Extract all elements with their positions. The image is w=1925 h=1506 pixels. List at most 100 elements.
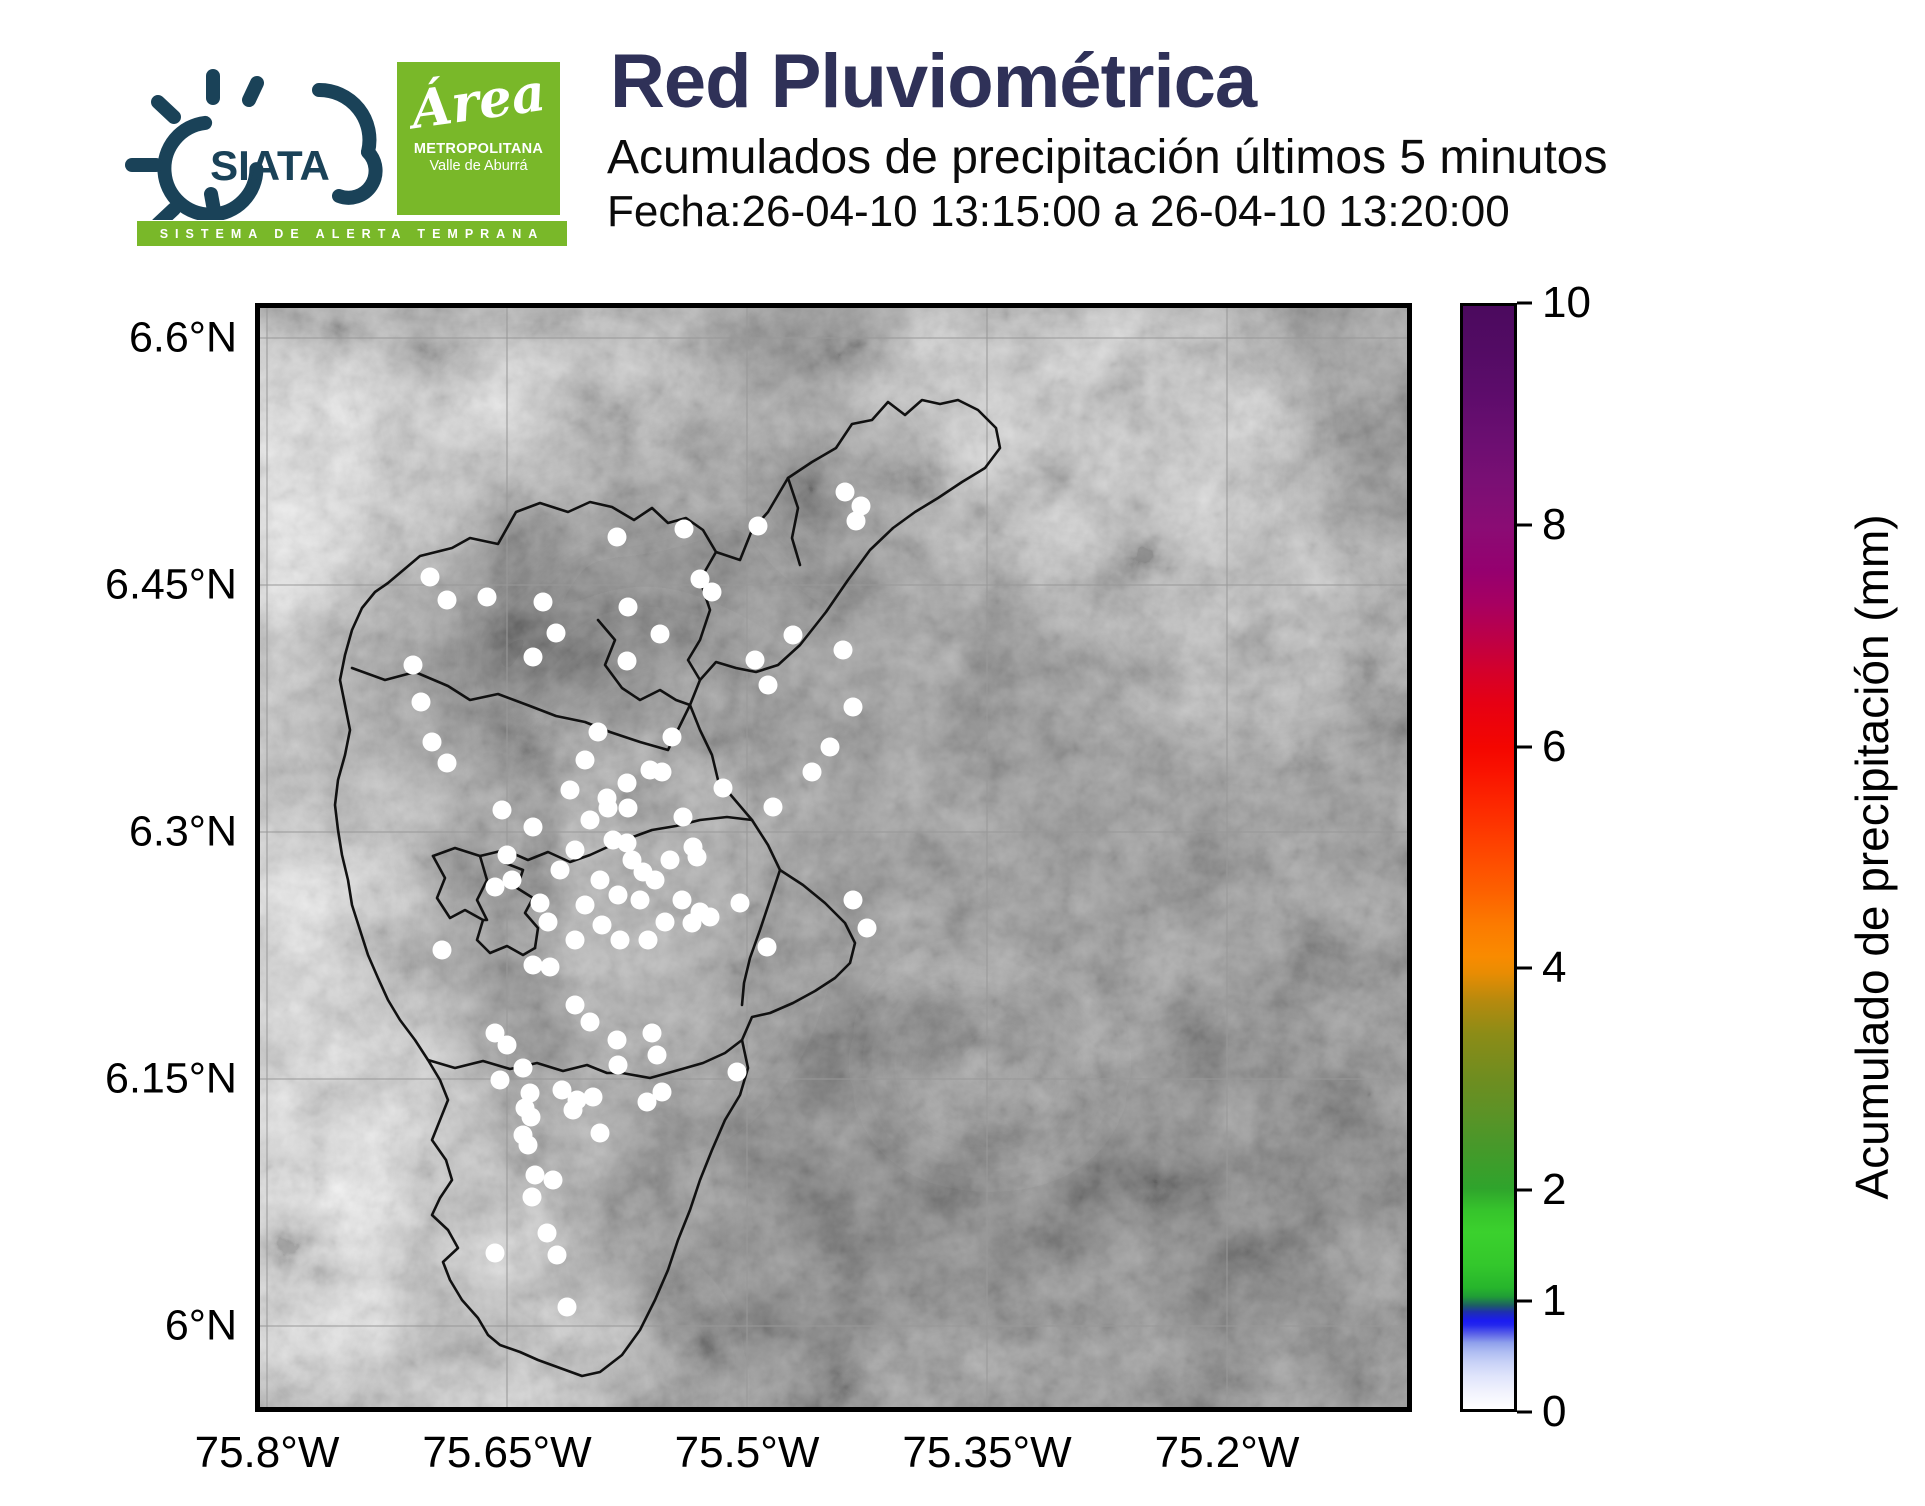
colorbar-tick-mark bbox=[1517, 1188, 1532, 1192]
station-dot bbox=[713, 778, 733, 798]
municipality-boundary-path bbox=[596, 618, 692, 707]
precipitation-map bbox=[255, 303, 1412, 1412]
station-dot bbox=[580, 1012, 600, 1032]
rain-gauge-stations bbox=[403, 482, 877, 1317]
station-dot bbox=[652, 762, 672, 782]
y-axis-tick-label: 6.45°N bbox=[105, 560, 237, 609]
y-axis-tick-label: 6.3°N bbox=[128, 807, 237, 856]
station-dot bbox=[835, 482, 855, 502]
station-dot bbox=[833, 640, 853, 660]
station-dot bbox=[537, 1223, 557, 1243]
station-dot bbox=[610, 930, 630, 950]
station-dot bbox=[607, 527, 627, 547]
municipality-boundary-path bbox=[475, 854, 489, 922]
colorbar-tick-label: 8 bbox=[1542, 499, 1567, 549]
station-dot bbox=[763, 797, 783, 817]
colorbar-axis-label: Acumulado de precipitación (mm) bbox=[1846, 514, 1898, 1200]
station-dot bbox=[630, 890, 650, 910]
station-dot bbox=[518, 1135, 538, 1155]
station-dot bbox=[540, 957, 560, 977]
station-dot bbox=[820, 737, 840, 757]
colorbar-tick-mark bbox=[1517, 1410, 1532, 1414]
station-dot bbox=[843, 890, 863, 910]
station-dot bbox=[590, 870, 610, 890]
x-axis-tick-label: 75.35°W bbox=[902, 1428, 1072, 1477]
station-dot bbox=[492, 800, 512, 820]
station-dot bbox=[857, 918, 877, 938]
y-axis-tick-label: 6°N bbox=[164, 1301, 237, 1350]
colorbar-tick-label: 2 bbox=[1542, 1165, 1567, 1215]
tagline-bar: SISTEMA DE ALERTA TEMPRANA bbox=[137, 221, 567, 246]
station-dot bbox=[727, 1062, 747, 1082]
sun-icon bbox=[125, 69, 264, 220]
station-dot bbox=[700, 907, 720, 927]
station-dot bbox=[513, 1058, 533, 1078]
colorbar-tick-mark bbox=[1517, 1299, 1532, 1303]
station-dot bbox=[538, 912, 558, 932]
station-dot bbox=[522, 1187, 542, 1207]
station-dot bbox=[598, 798, 618, 818]
area-logo-metropolitana: METROPOLITANA bbox=[413, 141, 544, 157]
page-title: Red Pluviométrica bbox=[610, 39, 1257, 124]
area-logo-valle: Valle de Aburrá bbox=[429, 157, 528, 174]
colorbar-tick-label: 4 bbox=[1542, 943, 1567, 993]
station-dot bbox=[583, 1087, 603, 1107]
colorbar bbox=[1460, 303, 1517, 1412]
station-dot bbox=[673, 807, 693, 827]
station-dot bbox=[730, 893, 750, 913]
municipality-boundary-path bbox=[333, 398, 1002, 1378]
y-axis-tick-label: 6.6°N bbox=[128, 313, 237, 362]
station-dot bbox=[592, 915, 612, 935]
station-dot bbox=[575, 750, 595, 770]
station-dot bbox=[552, 1080, 572, 1100]
station-dot bbox=[521, 1107, 541, 1127]
station-dot bbox=[745, 650, 765, 670]
station-dot bbox=[437, 753, 457, 773]
municipality-boundary-path bbox=[786, 476, 802, 567]
station-dot bbox=[802, 762, 822, 782]
station-dot bbox=[490, 1070, 510, 1090]
station-dot bbox=[617, 651, 637, 671]
station-dot bbox=[565, 840, 585, 860]
colorbar-tick-mark bbox=[1517, 301, 1532, 305]
municipality-boundary-path bbox=[740, 868, 782, 1007]
x-axis-tick-label: 75.2°W bbox=[1154, 1428, 1300, 1477]
map-frame bbox=[255, 303, 1412, 1412]
station-dot bbox=[687, 847, 707, 867]
station-dot bbox=[650, 624, 670, 644]
terrain-layer bbox=[255, 303, 1412, 1412]
colorbar-tick-mark bbox=[1517, 966, 1532, 970]
station-dot bbox=[477, 587, 497, 607]
station-dot bbox=[485, 1023, 505, 1043]
station-dot bbox=[550, 860, 570, 880]
station-dot bbox=[672, 890, 692, 910]
station-dot bbox=[642, 1023, 662, 1043]
municipality-boundaries bbox=[333, 398, 1002, 1378]
station-dot bbox=[575, 895, 595, 915]
station-dot bbox=[638, 930, 658, 950]
station-dot bbox=[608, 1055, 628, 1075]
station-dot bbox=[520, 1083, 540, 1103]
municipality-boundary-path bbox=[431, 815, 754, 864]
station-dot bbox=[411, 692, 431, 712]
area-logo-script: Área bbox=[407, 61, 550, 142]
siata-logo: SIATA bbox=[125, 69, 383, 220]
colorbar-tick-mark bbox=[1517, 745, 1532, 749]
station-dot bbox=[757, 937, 777, 957]
station-dot bbox=[846, 511, 866, 531]
station-dot bbox=[557, 1297, 577, 1317]
station-dot bbox=[530, 893, 550, 913]
colorbar-tick-label: 1 bbox=[1542, 1276, 1567, 1326]
station-dot bbox=[622, 850, 642, 870]
station-dot bbox=[502, 870, 522, 890]
station-dot bbox=[660, 850, 680, 870]
station-dot bbox=[523, 647, 543, 667]
municipality-boundary-path bbox=[426, 1038, 744, 1080]
station-dot bbox=[851, 496, 871, 516]
terrain-noise-fine bbox=[255, 303, 1412, 1412]
colorbar-tick-label: 0 bbox=[1542, 1387, 1567, 1436]
station-dot bbox=[497, 1035, 517, 1055]
station-dot bbox=[617, 833, 637, 853]
x-axis-tick-label: 75.65°W bbox=[422, 1428, 592, 1477]
station-dot bbox=[547, 1245, 567, 1265]
